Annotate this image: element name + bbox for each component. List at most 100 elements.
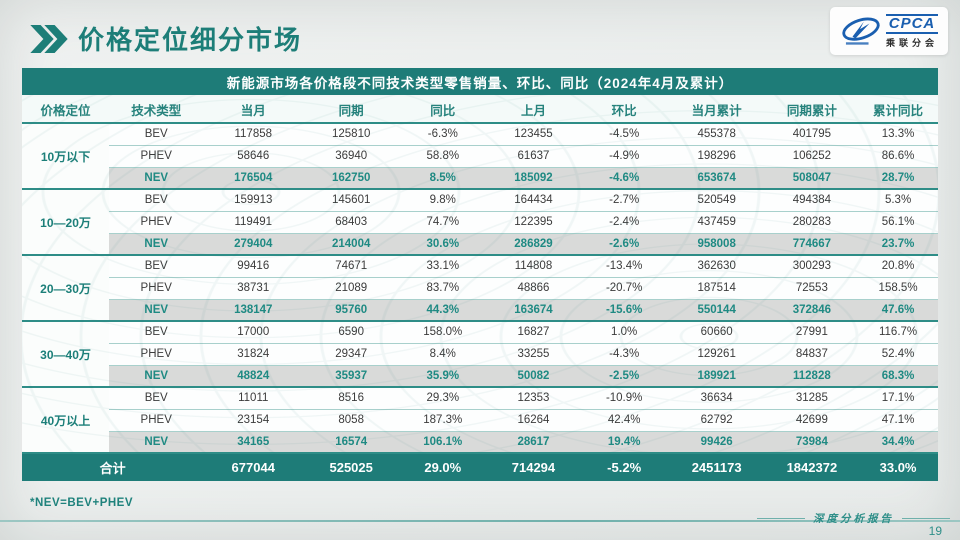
data-cell: 106.1% — [399, 430, 487, 453]
data-cell: 99416 — [203, 254, 304, 277]
data-cell: 62792 — [667, 408, 766, 431]
data-cell: 176504 — [203, 166, 304, 189]
table-row: 40万以上 BEV 11011 8516 29.3% 12353 -10.9% 36634 31… — [22, 386, 938, 453]
data-cell: 8.4% — [399, 342, 487, 365]
data-cell: 117858 — [234, 128, 273, 141]
table-row: NEV 48824 35937 35.9% 50082 -2.5% 189921 112828… — [22, 364, 938, 387]
table-title: 新能源市场各价格段不同技术类型零售销量、环比、同比（2024年4月及累计） — [22, 68, 938, 97]
data-cell: 280283 — [765, 210, 859, 233]
table-row: NEV 176504 162750 8.5% 185092 -4.6% 653674 5080… — [22, 166, 938, 189]
data-cell: 48824 — [203, 364, 304, 387]
report-line-right — [902, 517, 950, 520]
column-header: 技术类型 — [109, 96, 204, 124]
data-cell: 61637 — [486, 144, 581, 167]
table-row: 10—20万 BEV 159913 145601 9.8% 164434 -2.7% 5205… — [22, 188, 938, 255]
report-label-wrap: 深度分析报告 — [757, 511, 950, 526]
data-cell: 653674 — [667, 166, 766, 189]
data-cell: 372846 — [765, 298, 859, 321]
data-cell: 286829 — [486, 232, 581, 255]
total-cell: -5.2% — [580, 452, 668, 481]
header-row: 价格定位 技术类型 当月 同期 同比 上月 环比 当月累计 同期累计 累计同比 — [22, 96, 938, 124]
total-cell: 1842372 — [765, 452, 859, 481]
data-cell: 12353 — [486, 386, 581, 409]
data-cell: 1.0% — [580, 320, 668, 343]
table-row: 10万以下 BEV 117858 125810 -6.3% 123455 -4.5% 4553… — [22, 123, 938, 189]
tech-type-cell: PHEV — [109, 408, 204, 431]
data-cell: 9.8% — [399, 188, 487, 211]
column-header: 上月 — [486, 96, 581, 124]
data-cell: 17.1% — [858, 386, 938, 409]
cpca-swoosh-icon — [842, 17, 880, 45]
data-cell: 74671 — [303, 254, 400, 277]
data-cell: 60660 — [667, 320, 766, 343]
report-line-left — [757, 517, 805, 520]
footer-divider — [0, 520, 960, 522]
data-cell: 83.7% — [399, 276, 487, 299]
data-cell: 279404 — [203, 232, 304, 255]
tech-type-cell: BEV — [109, 188, 204, 211]
data-cell: 774667 — [765, 232, 859, 255]
data-cell: 27991 — [765, 320, 859, 343]
table-row: PHEV 31824 29347 8.4% 33255 -4.3% 129261 84837 5… — [22, 342, 938, 365]
data-cell: 508047 — [765, 166, 859, 189]
tech-type-cell: BEV — [144, 128, 168, 141]
cpca-logo: CPCA 乘联分会 — [830, 7, 948, 55]
table-row: NEV 34165 16574 106.1% 28617 19.4% 99426 73984 3… — [22, 430, 938, 453]
table-row: PHEV 119491 68403 74.7% 122395 -2.4% 437459 280… — [22, 210, 938, 233]
logo-subtitle: 乘联分会 — [885, 37, 938, 48]
data-cell: 16827 — [486, 320, 581, 343]
data-cell: 300293 — [765, 254, 859, 277]
data-cell: 958008 — [667, 232, 766, 255]
page-title: 价格定位细分市场 — [78, 25, 303, 55]
data-cell: -4.5% — [609, 128, 640, 141]
data-cell: 29.3% — [399, 386, 487, 409]
total-cell: 525025 — [303, 452, 400, 481]
data-cell: 125810 — [332, 128, 371, 141]
data-cell: -4.9% — [580, 144, 668, 167]
tech-type-cell: PHEV — [109, 276, 204, 299]
data-cell: 158.5% — [858, 276, 938, 299]
tech-type-cell: PHEV — [109, 144, 204, 167]
data-cell: 13.3% — [881, 128, 915, 141]
data-cell: 47.6% — [858, 298, 938, 321]
data-cell: -10.9% — [580, 386, 668, 409]
data-cell: 68.3% — [858, 364, 938, 387]
data-cell: 19.4% — [580, 430, 668, 453]
logo-text-block: CPCA 乘联分会 — [885, 13, 939, 49]
data-cell: 8.5% — [399, 166, 487, 189]
double-chevron-icon — [30, 24, 68, 53]
table-title-row: 新能源市场各价格段不同技术类型零售销量、环比、同比（2024年4月及累计） — [22, 68, 938, 97]
data-cell: 520549 — [667, 188, 766, 211]
data-cell: 494384 — [765, 188, 859, 211]
data-cell: 30.6% — [399, 232, 487, 255]
data-cell: 8516 — [303, 386, 400, 409]
tech-type-cell: PHEV — [109, 342, 204, 365]
data-cell: 189921 — [667, 364, 766, 387]
data-cell: -2.5% — [580, 364, 668, 387]
data-cell: 99426 — [667, 430, 766, 453]
data-cell: 56.1% — [858, 210, 938, 233]
data-cell: 23154 — [203, 408, 304, 431]
data-cell: 23.7% — [858, 232, 938, 255]
tech-type-cell: BEV — [109, 254, 204, 277]
data-cell: 16264 — [486, 408, 581, 431]
table-row: 30—40万 BEV 17000 6590 158.0% 16827 1.0% 60660 27… — [22, 320, 938, 387]
data-cell: 437459 — [667, 210, 766, 233]
data-cell: 72553 — [765, 276, 859, 299]
data-cell: 145601 — [303, 188, 400, 211]
column-header: 同期累计 — [765, 96, 859, 124]
data-cell: -2.6% — [580, 232, 668, 255]
total-cell: 677044 — [203, 452, 304, 481]
column-header: 当月累计 — [667, 96, 766, 124]
column-header: 同期 — [303, 96, 400, 124]
data-cell: -13.4% — [580, 254, 668, 277]
table-wrap: 新能源市场各价格段不同技术类型零售销量、环比、同比（2024年4月及累计） 价格… — [22, 68, 938, 481]
column-header: 当月 — [203, 96, 304, 124]
data-cell: -20.7% — [580, 276, 668, 299]
data-cell: 138147 — [203, 298, 304, 321]
column-header: 同比 — [399, 96, 487, 124]
data-cell: 28.7% — [858, 166, 938, 189]
data-cell: 34165 — [203, 430, 304, 453]
tech-type-cell: PHEV — [109, 210, 204, 233]
total-row: 合计 677044 525025 29.0% 714294 -5.2% 2451173 184… — [22, 452, 938, 481]
